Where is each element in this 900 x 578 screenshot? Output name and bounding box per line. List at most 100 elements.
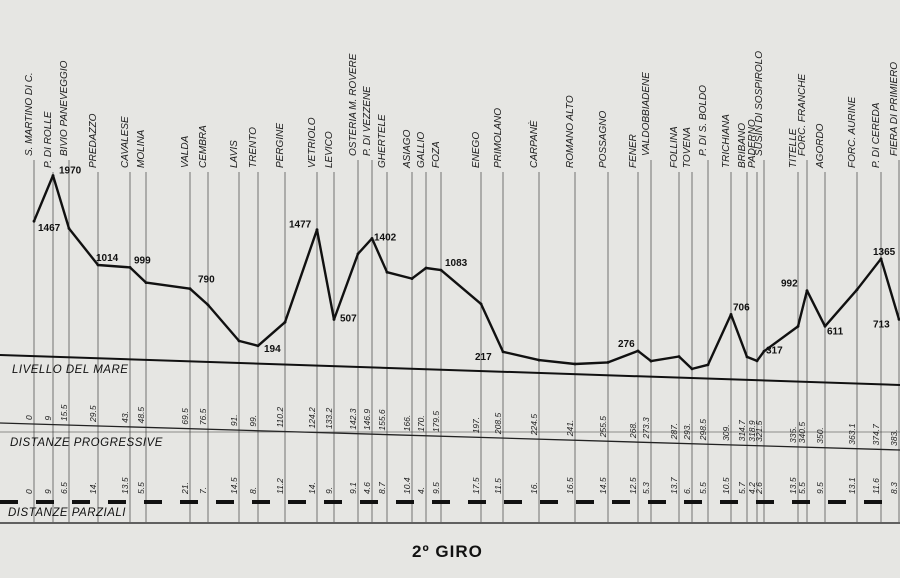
elevation-point — [144, 281, 148, 284]
progressive-distance-label: 29.5 — [88, 405, 98, 423]
location-label: FIERA DI PRIMIERO — [889, 62, 900, 156]
progressive-distance-label: 309. — [721, 424, 731, 441]
location-label: FOLLINA — [669, 126, 680, 168]
location-label: ENEGO — [471, 132, 482, 168]
progressive-distance-label: 350. — [815, 427, 825, 444]
elevation-point — [649, 359, 653, 363]
progressive-distance-label: 110.2 — [275, 407, 285, 428]
location-label: ROMANO ALTO — [565, 95, 576, 168]
location-label: LAVIS — [229, 140, 240, 168]
partial-distance-label: 14.5 — [229, 477, 239, 494]
scale-bar-segment — [612, 500, 630, 504]
elevation-point — [51, 174, 55, 177]
progressive-distance-label: 383. — [889, 429, 899, 446]
elevation-point — [315, 228, 319, 232]
progressive-distance-label: 142.3 — [348, 408, 358, 430]
elevation-value-label: 1970 — [59, 166, 82, 177]
progressive-distance-label: 155.6 — [377, 409, 387, 431]
sea-level-line — [0, 354, 900, 386]
progressive-distance-label: 69.5 — [180, 408, 190, 425]
elevation-value-label: 507 — [340, 313, 357, 324]
progressive-distance-label: 197. — [471, 417, 481, 434]
elevation-value-label: 706 — [733, 302, 750, 313]
partial-distance-label: 5.3 — [641, 482, 651, 494]
progressive-distance-label: 374.7 — [871, 424, 881, 446]
elevation-point — [67, 227, 71, 230]
scale-bar-segment — [792, 500, 810, 504]
scale-bar-segment — [324, 500, 342, 504]
partial-distance-label: 8.7 — [377, 482, 387, 494]
location-label: PADERNO — [747, 119, 758, 168]
location-label: TITELLE — [788, 128, 799, 168]
location-label: TRICHIANA — [721, 114, 732, 168]
progressive-distance-label: 170. — [416, 415, 426, 432]
partial-distance-label: 9.1 — [348, 482, 358, 494]
elevation-point — [537, 358, 541, 362]
location-label: POSSAGNO — [598, 111, 609, 168]
elevation-value-label: 1014 — [96, 253, 119, 264]
elevation-value-label: 611 — [827, 326, 844, 337]
progressive-distance-label: 268. — [628, 422, 638, 440]
partial-distance-label: 11.2 — [275, 478, 285, 494]
scale-bar-segment — [684, 500, 702, 504]
location-label: AGORDO — [815, 123, 826, 169]
partial-distance-label: 4.6 — [362, 482, 372, 494]
location-label: BIVIO PANEVEGGIO — [59, 60, 70, 156]
scale-bar-segment — [0, 500, 18, 504]
elevation-point — [96, 263, 100, 267]
progressive-distance-label: 363.1 — [847, 423, 857, 445]
elevation-value-label: 1402 — [374, 232, 397, 243]
elevation-point — [283, 320, 287, 324]
elevation-point — [188, 287, 192, 291]
location-label: S. MARTINO DI C. — [24, 72, 35, 156]
scale-bar-segment — [576, 500, 594, 504]
chart-title: 2º GIRO — [412, 542, 483, 561]
progressive-distance-label: 9 — [43, 416, 53, 421]
partial-distance-label: 16.5 — [565, 477, 575, 494]
elevation-value-label: 276 — [618, 339, 635, 350]
elevation-value-label: 713 — [873, 319, 890, 330]
partial-distance-label: 16. — [529, 482, 539, 494]
partial-distance-label: 13.1 — [847, 477, 857, 494]
partial-distance-label: 13.5 — [788, 477, 798, 494]
scale-bar-segment — [540, 500, 558, 504]
elevation-point — [370, 237, 374, 240]
partial-distance-label: 14.5 — [598, 477, 608, 494]
elevation-point — [762, 349, 766, 353]
progressive-distance-label: 273.3 — [641, 417, 651, 440]
partial-distance-label: 8.3 — [889, 482, 899, 494]
progressive-distance-label: 146.9 — [362, 409, 372, 431]
elevation-point — [690, 367, 694, 371]
elevation-value-label: 992 — [781, 279, 798, 290]
scale-bar-segment — [756, 500, 774, 504]
scale-bar-segment — [288, 500, 306, 504]
partial-distance-label: 2.6 — [754, 482, 764, 495]
elevation-point — [745, 355, 749, 359]
partial-distance-label: 5.5 — [797, 482, 807, 494]
scale-bar-segment — [468, 500, 486, 504]
progressive-distance-label: 48.5 — [136, 407, 146, 424]
progressive-distance-label: 179.5 — [431, 411, 441, 433]
location-label: CAVALESE — [120, 116, 131, 168]
location-label: LEVICO — [324, 131, 335, 168]
elevation-point — [897, 318, 900, 321]
partial-distance-label: 21. — [180, 482, 190, 495]
progressive-distance-label: 335. — [788, 426, 798, 443]
elevation-point — [729, 313, 733, 316]
progressive-distance-label: 43. — [120, 411, 130, 423]
elevation-value-label: 317 — [766, 345, 783, 356]
elevation-value-label: 1365 — [873, 247, 896, 258]
elevation-value-label: 217 — [475, 352, 492, 363]
location-label: SUSIN DI SOSPIROLO — [754, 51, 765, 156]
location-label: P. DI CEREDA — [871, 102, 882, 168]
location-label: FOZA — [431, 141, 442, 168]
progressive-distance-label: 0 — [24, 415, 34, 420]
location-label: VETRIOLO — [307, 117, 318, 168]
partial-distance-label: 5.7 — [737, 482, 747, 494]
location-label: FORC. FRANCHE — [797, 73, 808, 156]
partial-distance-label: 11.6 — [871, 478, 881, 494]
progressive-distance-line — [0, 422, 900, 451]
location-label: BRIBANO — [737, 123, 748, 168]
elevation-point — [256, 344, 260, 348]
location-label: PREDAZZO — [88, 113, 99, 168]
